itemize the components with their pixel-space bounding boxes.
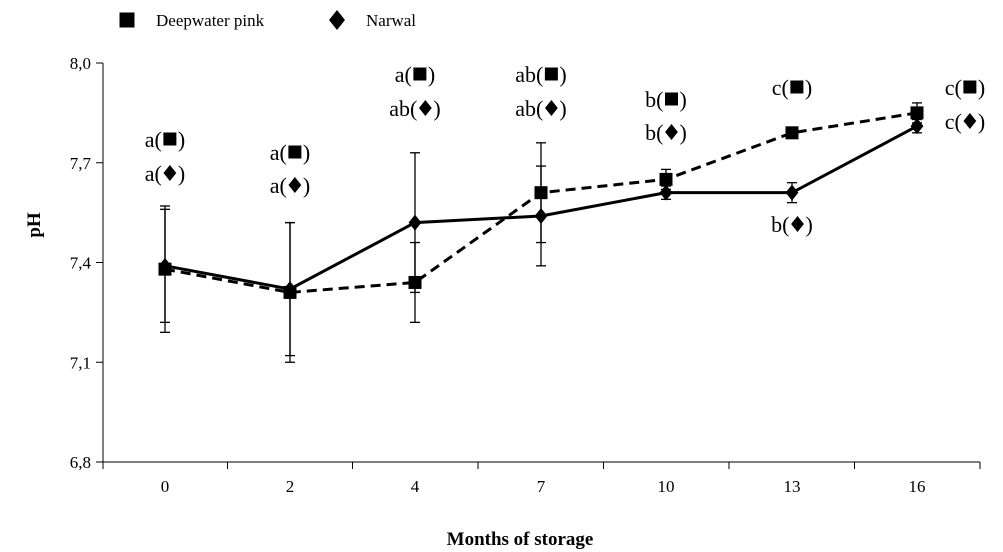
significance-letter: c( [945,109,962,134]
significance-label: c() [772,75,812,100]
significance-paren: ) [680,87,687,112]
significance-diamond-icon [544,100,558,116]
significance-label: ab() [389,96,440,121]
significance-paren: ) [303,173,310,198]
significance-letter: a( [270,173,287,198]
data-point-deepwater-pink [785,126,799,140]
significance-label: c() [945,109,985,134]
significance-diamond-icon [163,165,177,181]
significance-square-icon [288,145,302,159]
significance-square-icon [163,132,177,146]
data-point-narwal [659,184,673,201]
significance-label: a() [145,161,185,186]
significance-letter: b( [645,120,663,145]
data-point-narwal [158,257,172,274]
significance-paren: ) [303,140,310,165]
significance-letter: a( [145,161,162,186]
significance-label: c() [945,75,985,100]
x-tick-label: 16 [909,477,926,496]
legend-label-deepwater-pink: Deepwater pink [156,11,265,30]
legend-marker-narwal [329,10,345,30]
data-point-narwal [910,118,924,135]
significance-paren: ) [559,62,566,87]
x-tick-label: 4 [411,477,420,496]
significance-diamond-icon [791,216,804,232]
significance-letter: b( [771,212,789,237]
legend-marker-deepwater-pink [119,12,135,28]
series-layer [158,102,924,363]
significance-label: a() [395,62,435,87]
significance-diamond-icon [418,100,432,116]
significance-label: b() [771,212,813,237]
significance-letter: b( [645,87,663,112]
significance-paren: ) [680,120,687,145]
x-tick-label: 13 [784,477,801,496]
legend-label-narwal: Narwal [366,11,416,30]
series-narwal [158,118,924,357]
x-tick-label: 0 [161,477,170,496]
legend: Deepwater pink Narwal [119,10,416,30]
y-tick-label: 6,8 [70,453,91,472]
significance-paren: ) [428,62,435,87]
x-tick-label: 10 [658,477,675,496]
significance-paren: ) [806,212,813,237]
significance-paren: ) [178,161,185,186]
significance-diamond-icon [665,124,678,140]
x-tick-label: 2 [286,477,295,496]
significance-square-icon [544,67,558,81]
significance-paren: ) [559,96,566,121]
data-point-narwal [408,214,422,231]
significance-label: b() [645,120,687,145]
significance-diamond-icon [963,113,977,129]
y-axis-title: pH [24,212,45,238]
significance-label: b() [645,87,687,112]
significance-letter: ab( [389,96,417,121]
y-tick-label: 7,4 [70,254,92,273]
significance-label: ab() [515,96,566,121]
data-point-narwal [283,281,297,298]
significance-letter: c( [945,75,962,100]
significance-paren: ) [178,127,185,152]
significance-paren: ) [978,109,985,134]
ticks: 6,8 7,1 7,4 7,7 8,0 0 2 4 7 10 13 16 [70,54,981,496]
significance-label: a() [270,173,310,198]
significance-label: ab() [515,62,566,87]
significance-letter: ab( [515,96,543,121]
significance-paren: ) [805,75,812,100]
y-tick-label: 7,7 [70,154,92,173]
data-point-narwal [785,184,799,201]
data-point-deepwater-pink [910,106,924,120]
significance-square-icon [413,67,427,81]
significance-square-icon [963,80,977,94]
significance-letter: a( [395,62,412,87]
y-tick-label: 7,1 [70,353,91,372]
significance-label: a() [145,127,185,152]
significance-square-icon [790,80,804,94]
significance-paren: ) [433,96,440,121]
significance-label: a() [270,140,310,165]
data-point-narwal [534,207,548,224]
y-tick-label: 8,0 [70,54,91,73]
significance-letter: a( [145,127,162,152]
significance-paren: ) [978,75,985,100]
significance-letter: a( [270,140,287,165]
significance-letter: c( [772,75,789,100]
x-tick-label: 7 [537,477,546,496]
significance-diamond-icon [288,177,302,193]
significance-square-icon [665,92,678,106]
x-axis-title: Months of storage [447,529,594,550]
significance-letter: ab( [515,62,543,87]
data-point-deepwater-pink [659,172,673,186]
annotations: a()a()a()a()a()ab()ab()ab() b()b()c()b()c… [145,62,985,237]
